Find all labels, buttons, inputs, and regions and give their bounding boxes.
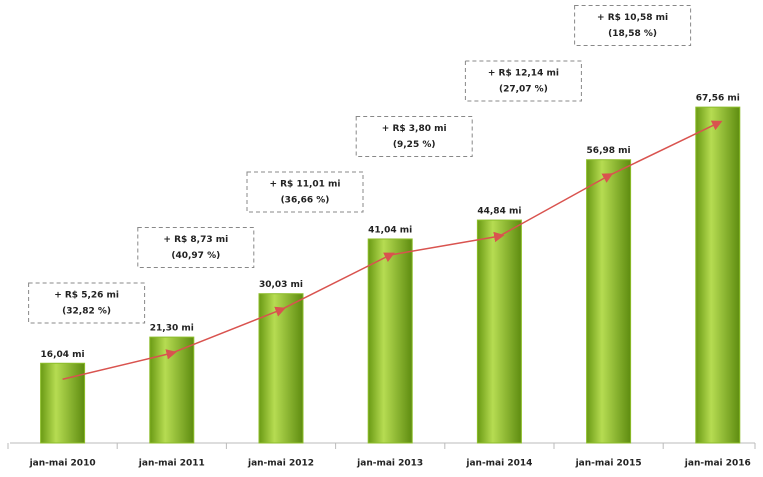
annotation-text: + R$ 5,26 mi xyxy=(54,291,119,301)
annotation-text: (9,25 %) xyxy=(393,140,436,150)
bar xyxy=(476,219,522,444)
annotation-box xyxy=(355,116,473,157)
x-tick-label: jan-mai 2012 xyxy=(247,459,314,469)
trend-arrow xyxy=(390,231,505,256)
annotation-text: (40,97 %) xyxy=(171,251,220,261)
x-tick-label: jan-mai 2015 xyxy=(575,459,642,469)
annotation-text: + R$ 10,58 mi xyxy=(597,13,668,23)
trend-arrow xyxy=(62,349,177,380)
annotation-box xyxy=(574,5,692,46)
annotation-box xyxy=(246,171,364,213)
value-label: 16,04 mi xyxy=(41,350,85,360)
annotation-box xyxy=(464,60,582,102)
value-label: 44,84 mi xyxy=(477,207,521,217)
bar xyxy=(40,362,86,444)
value-label: 67,56 mi xyxy=(696,94,740,104)
bar xyxy=(695,106,741,444)
annotation-text: + R$ 8,73 mi xyxy=(163,235,228,245)
x-tick-label: jan-mai 2014 xyxy=(465,459,532,469)
annotation-box xyxy=(137,227,255,268)
x-tick-label: jan-mai 2010 xyxy=(29,459,96,469)
bar xyxy=(258,293,304,444)
value-label: 56,98 mi xyxy=(587,146,631,156)
annotation-text: + R$ 11,01 mi xyxy=(269,180,340,190)
annotation-text: (27,07 %) xyxy=(499,85,548,95)
annotation-box xyxy=(28,282,146,324)
annotation-text: (32,82 %) xyxy=(62,307,111,317)
annotation-text: (36,66 %) xyxy=(281,196,330,206)
x-tick-label: jan-mai 2011 xyxy=(138,459,205,469)
trend-arrow xyxy=(608,120,723,177)
trend-arrow xyxy=(280,252,395,311)
x-tick-label: jan-mai 2016 xyxy=(684,459,751,469)
value-label: 21,30 mi xyxy=(150,324,194,334)
value-label: 30,03 mi xyxy=(259,280,303,290)
trend-arrow xyxy=(499,173,614,237)
trend-arrow xyxy=(171,306,286,354)
annotation-text: + R$ 3,80 mi xyxy=(382,124,447,134)
x-tick-label: jan-mai 2013 xyxy=(356,459,423,469)
value-label: 41,04 mi xyxy=(368,225,412,235)
bar xyxy=(367,238,413,444)
bar xyxy=(586,159,632,444)
annotation-text: (18,58 %) xyxy=(608,29,657,39)
annotation-text: + R$ 12,14 mi xyxy=(488,69,559,79)
